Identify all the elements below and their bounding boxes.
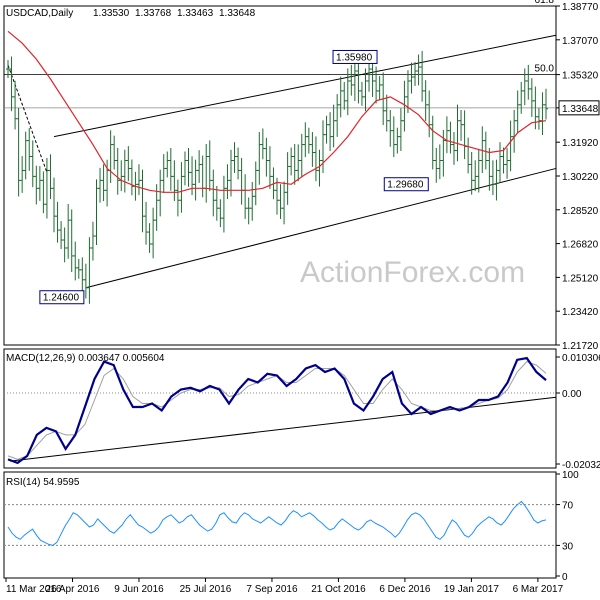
price-tick-label: 1.21720 bbox=[562, 341, 599, 352]
macd-title: MACD(12,26,9) 0.003647 0.005604 bbox=[6, 353, 165, 364]
price-tick-label: 1.26820 bbox=[562, 240, 599, 251]
macd-line bbox=[7, 356, 547, 465]
ohlc-close: 1.33648 bbox=[219, 8, 256, 19]
watermark: ActionForex.com bbox=[300, 256, 525, 289]
macd-tick-label: -0.020324 bbox=[562, 460, 600, 471]
price-tick-label: 1.28520 bbox=[562, 206, 599, 217]
price-annotation-label: 1.29680 bbox=[387, 180, 424, 191]
price-tick-label: 1.38770 bbox=[562, 2, 599, 13]
fib-level-label: 50.0 bbox=[535, 64, 555, 75]
x-tick-label: 11 Mar 2016 bbox=[6, 584, 62, 595]
channel-lower-line bbox=[85, 167, 557, 289]
decline-dashed-line bbox=[7, 64, 48, 173]
rsi-tick-label: 30 bbox=[562, 541, 574, 552]
ohlc-high: 1.33768 bbox=[135, 8, 172, 19]
panel-frame-2 bbox=[3, 348, 557, 469]
x-tick-label: 26 Apr 2016 bbox=[46, 584, 100, 595]
ohlc-open: 1.33530 bbox=[93, 8, 130, 19]
price-tick-label: 1.31920 bbox=[562, 138, 599, 149]
rsi-tick-label: 70 bbox=[562, 501, 574, 512]
x-tick-label: 19 Jan 2017 bbox=[444, 584, 499, 595]
ohlc-low: 1.33463 bbox=[177, 8, 214, 19]
x-tick-label: 6 Dec 2016 bbox=[379, 584, 431, 595]
moving-average-line bbox=[7, 30, 547, 193]
price-annotation-box bbox=[39, 290, 85, 305]
current-price-label: 1.33648 bbox=[562, 104, 599, 115]
rsi-title: RSI(14) 54.9595 bbox=[6, 477, 80, 488]
price-annotation-label: 1.24600 bbox=[43, 293, 80, 304]
panel-frame-1 bbox=[3, 5, 557, 346]
x-tick-label: 6 Mar 2017 bbox=[513, 584, 564, 595]
price-tick-label: 1.37070 bbox=[562, 36, 599, 47]
x-tick-label: 7 Sep 2016 bbox=[246, 584, 298, 595]
price-tick-label: 1.30220 bbox=[562, 172, 599, 183]
rsi-line bbox=[7, 500, 547, 546]
price-tick-label: 1.23420 bbox=[562, 307, 599, 318]
main-title: USDCAD,Daily bbox=[6, 8, 73, 19]
macd-tick-label: 0.010306 bbox=[562, 353, 600, 364]
panel-frame-3 bbox=[3, 471, 557, 579]
price-tick-label: 1.25120 bbox=[562, 273, 599, 284]
rsi-tick-label: 100 bbox=[562, 470, 579, 481]
macd-tick-label: 0.00 bbox=[562, 389, 582, 400]
price-annotation-box bbox=[383, 177, 429, 192]
channel-upper-line bbox=[53, 34, 557, 138]
price-annotation-label: 1.35980 bbox=[336, 52, 373, 63]
fib-level-label: 61.8 bbox=[535, 0, 555, 6]
x-tick-label: 21 Oct 2016 bbox=[311, 584, 366, 595]
x-tick-label: 9 Jun 2016 bbox=[114, 584, 164, 595]
price-tick-label: 1.35320 bbox=[562, 71, 599, 82]
price-annotation-box bbox=[332, 49, 378, 64]
current-price-box bbox=[558, 100, 600, 116]
rsi-tick-label: 0 bbox=[562, 572, 568, 583]
x-tick-label: 25 Jul 2016 bbox=[180, 584, 232, 595]
